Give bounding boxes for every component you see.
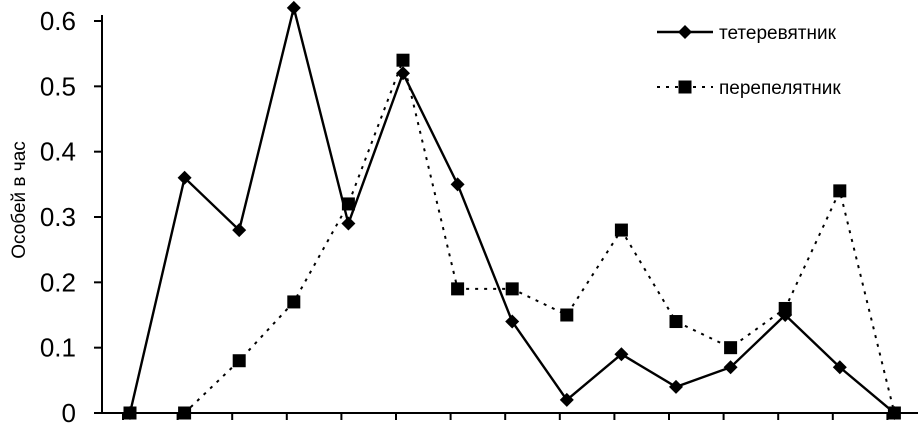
data-point-series-1 [559, 392, 574, 407]
y-tick-label: 0.3 [40, 202, 76, 232]
data-point-series-1 [450, 177, 465, 192]
data-point-series-2 [560, 308, 574, 322]
y-tick-label: 0.4 [40, 137, 76, 167]
y-tick-label: 0.2 [40, 267, 76, 297]
data-point-series-2 [614, 223, 628, 237]
data-point-series-1 [887, 406, 902, 420]
y-tick-label: 0.6 [40, 6, 76, 36]
data-point-series-2 [833, 184, 847, 198]
data-point-series-1 [286, 0, 301, 15]
data-point-series-2 [178, 406, 192, 420]
data-point-series-2 [724, 341, 738, 355]
data-point-series-1 [778, 308, 793, 322]
series-1 [123, 0, 902, 420]
y-tick-label: 0 [62, 398, 76, 426]
data-point-series-2 [287, 295, 301, 309]
series-layer [123, 0, 902, 420]
data-point-series-1 [832, 360, 847, 375]
data-point-series-1 [177, 170, 192, 185]
data-point-series-2 [232, 354, 246, 368]
data-point-series-1 [669, 379, 683, 394]
legend-marker-series-1 [678, 25, 692, 39]
axes [94, 15, 918, 420]
y-axis-label: Особей в час [9, 141, 30, 259]
legend-marker-series-2 [678, 80, 692, 94]
data-point-series-1 [614, 347, 629, 362]
data-point-series-1 [341, 216, 356, 231]
data-point-series-2 [669, 315, 683, 329]
legend-label-series-2: перепелятник [719, 78, 841, 99]
data-point-series-1 [232, 223, 247, 238]
legend-label-series-1: тетеревятник [719, 23, 837, 44]
data-point-series-2 [505, 282, 519, 296]
data-point-series-2 [396, 53, 410, 67]
y-tick-label: 0.1 [40, 333, 76, 363]
legend-marker-shape [678, 80, 692, 94]
y-tick-labels: 0 0.1 0.2 0.3 0.4 0.5 0.6 [40, 6, 76, 426]
data-point-series-2 [451, 282, 465, 296]
data-point-series-1 [396, 66, 410, 81]
series-2 [123, 53, 901, 420]
legend: тетеревятник перепелятник [657, 23, 841, 99]
data-point-series-1 [505, 314, 520, 329]
legend-marker-shape [678, 25, 692, 39]
data-point-series-1 [723, 360, 738, 375]
y-tick-label: 0.5 [40, 71, 76, 101]
series-line-1 [128, 7, 896, 414]
data-point-series-1 [123, 406, 137, 420]
